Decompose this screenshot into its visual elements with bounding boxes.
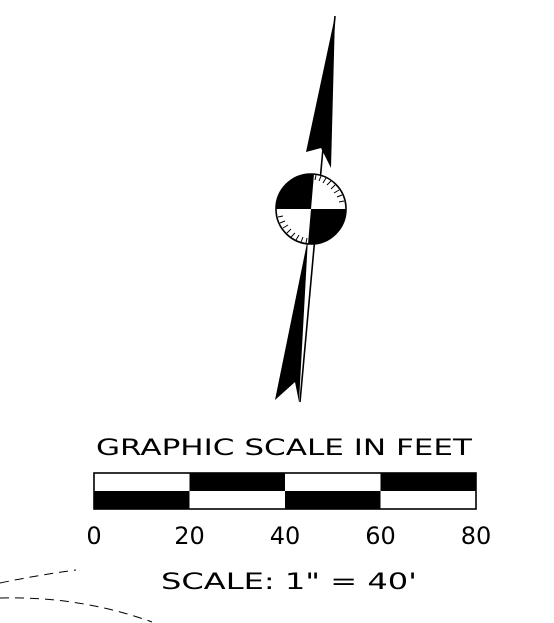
north-arrow-tail bbox=[275, 238, 308, 402]
scale-tick-label: 80 bbox=[461, 522, 492, 550]
scale-tick-labels: 0 20 40 60 80 bbox=[86, 522, 491, 550]
scale-note: SCALE: 1" = 40' bbox=[161, 570, 417, 595]
scale-bar-outline bbox=[93, 472, 477, 510]
scale-segment-bottom bbox=[189, 491, 285, 509]
scale-segment-top bbox=[380, 473, 476, 491]
scale-tick-label: 60 bbox=[365, 522, 396, 550]
scale-segment-top bbox=[285, 473, 381, 491]
north-arrow-head bbox=[306, 16, 335, 168]
scale-segment-bottom bbox=[380, 491, 476, 509]
compass-rim-ticks bbox=[277, 174, 345, 244]
scale-tick-label: 20 bbox=[174, 522, 205, 550]
scale-segment-top bbox=[189, 473, 285, 491]
scale-segment-bottom bbox=[94, 491, 190, 509]
scale-tick-label: 0 bbox=[86, 522, 101, 550]
scale-tick-label: 40 bbox=[270, 522, 301, 550]
scale-segment-top bbox=[94, 473, 190, 491]
compass-quadrant-nw bbox=[275, 173, 314, 209]
compass-quadrant-se bbox=[308, 209, 347, 245]
scale-segment-bottom bbox=[285, 491, 381, 509]
graphic-scale-bar bbox=[93, 472, 477, 510]
scale-title: GRAPHIC SCALE IN FEET bbox=[96, 436, 473, 461]
north-arrow-icon bbox=[275, 15, 347, 403]
dashed-property-line bbox=[0, 569, 153, 623]
